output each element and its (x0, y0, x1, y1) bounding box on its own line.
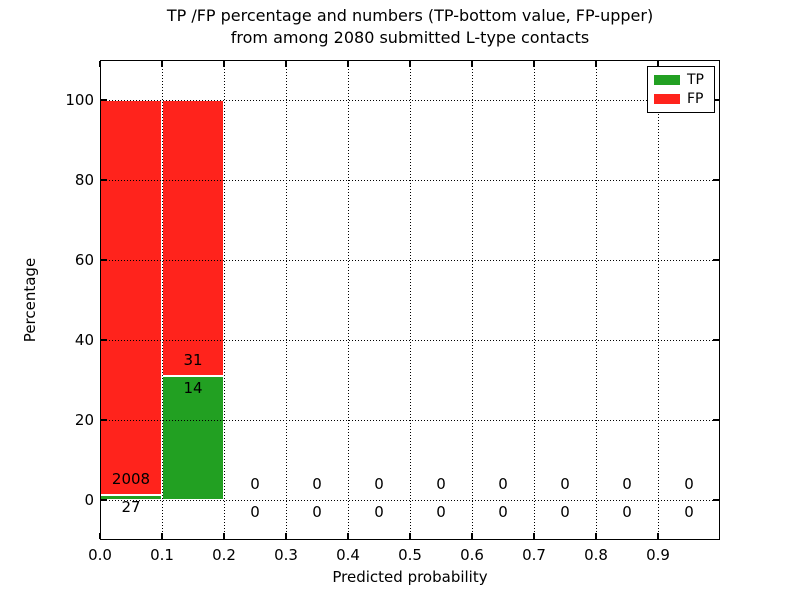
legend-swatch-fp (654, 94, 680, 104)
gridline-x-0.1 (162, 60, 163, 540)
fp-count-label-bin3: 0 (312, 475, 322, 493)
y-tick-label-100: 100 (65, 91, 94, 109)
legend: TP FP (647, 66, 715, 113)
tp-count-label-bin9: 0 (684, 503, 694, 521)
y-tick-right-0 (713, 499, 719, 501)
x-tick-label-0.9: 0.9 (646, 546, 670, 564)
y-tick-left-0 (101, 499, 107, 501)
legend-row-fp: FP (654, 92, 708, 106)
x-tick-bottom-0.3 (285, 533, 287, 539)
gridline-x-0.2 (224, 60, 225, 540)
gridline-x-0.9 (658, 60, 659, 540)
y-tick-left-60 (101, 259, 107, 261)
legend-row-tp: TP (654, 73, 708, 87)
tp-count-label-bin2: 0 (250, 503, 260, 521)
x-tick-label-0.5: 0.5 (398, 546, 422, 564)
y-tick-right-100 (713, 99, 719, 101)
tp-count-label-bin4: 0 (374, 503, 384, 521)
gridline-y-80 (100, 180, 720, 181)
gridline-x-0.6 (472, 60, 473, 540)
gridline-y-0 (100, 500, 720, 501)
x-tick-top-0.7 (533, 61, 535, 67)
plot-area-border (100, 60, 720, 540)
gridline-x-0.4 (348, 60, 349, 540)
x-tick-top-0 (99, 61, 101, 67)
x-tick-bottom-0.5 (409, 533, 411, 539)
x-tick-bottom-0.9 (657, 533, 659, 539)
x-tick-bottom-0.7 (533, 533, 535, 539)
x-tick-top-0.5 (409, 61, 411, 67)
gridline-x-0.5 (410, 60, 411, 540)
x-tick-label-0.7: 0.7 (522, 546, 546, 564)
x-tick-label-0.6: 0.6 (460, 546, 484, 564)
fp-count-label-bin7: 0 (560, 475, 570, 493)
tp-count-label-bin6: 0 (498, 503, 508, 521)
gridline-x-0.8 (596, 60, 597, 540)
y-tick-right-20 (713, 419, 719, 421)
x-tick-bottom-0 (99, 533, 101, 539)
chart-title-line-2: from among 2080 submitted L-type contact… (230, 28, 590, 47)
y-tick-label-0: 0 (84, 491, 94, 509)
y-tick-left-20 (101, 419, 107, 421)
gridline-y-20 (100, 420, 720, 421)
x-tick-top-0.6 (471, 61, 473, 67)
tp-count-label-bin1: 14 (183, 378, 203, 397)
y-tick-right-40 (713, 339, 719, 341)
chart-title: TP /FP percentage and numbers (TP-bottom… (100, 5, 720, 49)
fp-count-label-bin9: 0 (684, 475, 694, 493)
x-tick-label-0.4: 0.4 (336, 546, 360, 564)
chart-title-line-1: TP /FP percentage and numbers (TP-bottom… (166, 6, 654, 25)
x-tick-top-0.4 (347, 61, 349, 67)
x-tick-bottom-0.4 (347, 533, 349, 539)
fp-count-label-bin0: 2008 (111, 469, 151, 488)
bar-fp-bin0 (100, 100, 162, 495)
y-tick-label-20: 20 (74, 411, 94, 429)
gridline-y-60 (100, 260, 720, 261)
y-tick-left-80 (101, 179, 107, 181)
x-tick-top-0.2 (223, 61, 225, 67)
fp-count-label-bin5: 0 (436, 475, 446, 493)
fp-count-label-bin4: 0 (374, 475, 384, 493)
x-tick-top-0.3 (285, 61, 287, 67)
fp-count-label-bin8: 0 (622, 475, 632, 493)
gridline-x-0.3 (286, 60, 287, 540)
x-tick-top-0.9 (657, 61, 659, 67)
x-axis-label: Predicted probability (332, 568, 488, 586)
y-tick-label-80: 80 (74, 171, 94, 189)
x-tick-label-0.1: 0.1 (150, 546, 174, 564)
gridline-y-40 (100, 340, 720, 341)
bar-fp-bin1 (162, 100, 224, 376)
y-tick-label-40: 40 (74, 331, 94, 349)
y-axis-label: Percentage (21, 257, 39, 343)
x-tick-bottom-0.2 (223, 533, 225, 539)
x-tick-label-0.3: 0.3 (274, 546, 298, 564)
x-tick-label-0.2: 0.2 (212, 546, 236, 564)
x-tick-label-0.8: 0.8 (584, 546, 608, 564)
y-tick-right-60 (713, 259, 719, 261)
x-tick-label-0.0: 0.0 (88, 546, 112, 564)
fp-count-label-bin2: 0 (250, 475, 260, 493)
y-tick-right-80 (713, 179, 719, 181)
x-tick-bottom-0.6 (471, 533, 473, 539)
legend-label-fp: FP (687, 91, 704, 107)
x-tick-top-0.1 (161, 61, 163, 67)
fp-count-label-bin6: 0 (498, 475, 508, 493)
gridline-x-0.7 (534, 60, 535, 540)
legend-label-tp: TP (687, 72, 704, 88)
fp-count-label-bin1: 31 (183, 350, 203, 369)
x-tick-top-0.8 (595, 61, 597, 67)
tp-count-label-bin0: 27 (121, 497, 141, 516)
tp-count-label-bin8: 0 (622, 503, 632, 521)
tp-count-label-bin5: 0 (436, 503, 446, 521)
gridline-y-100 (100, 100, 720, 101)
legend-swatch-tp (654, 75, 680, 85)
tp-count-label-bin3: 0 (312, 503, 322, 521)
y-tick-left-40 (101, 339, 107, 341)
x-tick-bottom-0.1 (161, 533, 163, 539)
y-tick-label-60: 60 (74, 251, 94, 269)
y-tick-left-100 (101, 99, 107, 101)
tp-count-label-bin7: 0 (560, 503, 570, 521)
x-tick-bottom-0.8 (595, 533, 597, 539)
